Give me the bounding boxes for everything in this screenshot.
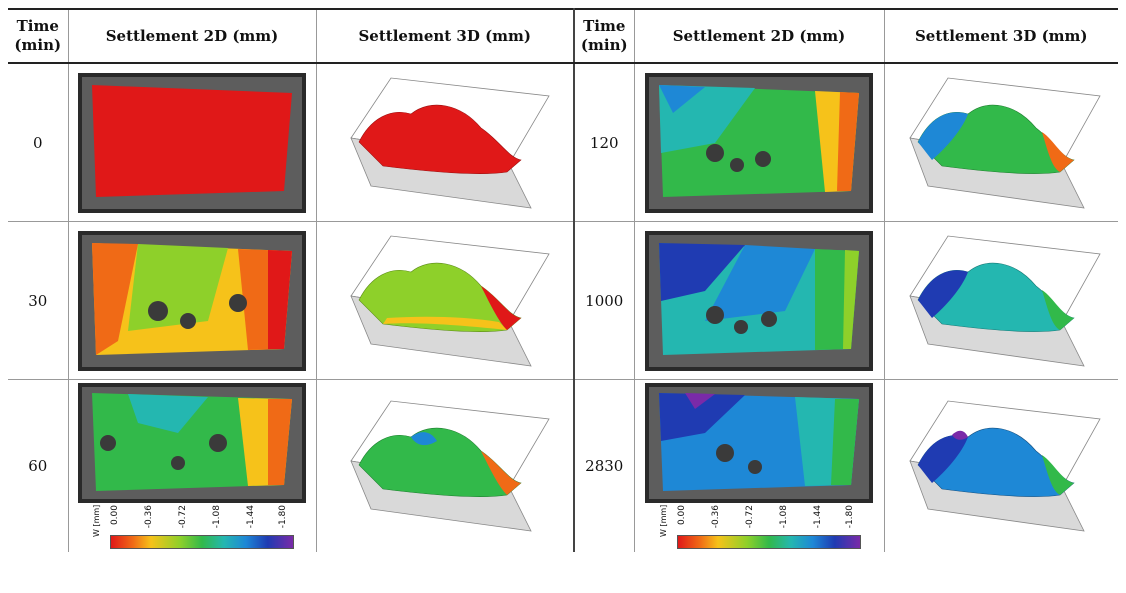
legend-color-bar (110, 535, 294, 549)
legend-tick: -1.08 (212, 505, 222, 529)
settlement-2d-image (633, 63, 885, 222)
legend-label: W [mm] (659, 505, 668, 538)
legend-tick: -0.36 (711, 505, 721, 529)
settlement-2d-map (78, 72, 306, 213)
table-row: 30 1000 (8, 221, 1118, 380)
settlement-3d-plot (350, 400, 550, 532)
header-settlement-3d-right: Settlement 3D (mm) (883, 8, 1118, 64)
table-header-row: Time (min) Settlement 2D (mm) Settlement… (8, 8, 1118, 64)
time-cell-left: 60 (8, 379, 69, 552)
settlement-2d-image (67, 63, 317, 222)
settlement-3d-plot (909, 235, 1101, 367)
legend-tick: -1.80 (278, 505, 288, 529)
legend-color-bar (677, 535, 861, 549)
header-time-right: Time (min) (573, 8, 635, 64)
header-settlement-2d-right: Settlement 2D (mm) (633, 8, 885, 64)
legend-tick: 0.00 (110, 505, 120, 526)
legend-tick: -1.80 (845, 505, 855, 529)
time-cell-left: 30 (8, 221, 69, 380)
legend-tick: -1.44 (246, 505, 256, 529)
legend-tick: -1.44 (813, 505, 823, 529)
legend-label: W [mm] (92, 505, 101, 538)
header-time-left: Time (min) (8, 8, 69, 64)
settlement-2d-map (78, 230, 306, 371)
header-settlement-3d-left: Settlement 3D (mm) (315, 8, 575, 64)
settlement-3d-image (315, 221, 575, 380)
settlement-2d-image (633, 221, 885, 380)
legend-tick: -0.72 (745, 505, 755, 529)
settlement-3d-image (315, 379, 575, 552)
time-cell-right: 120 (573, 63, 635, 222)
legend-tick: -0.72 (178, 505, 188, 529)
settlement-2d-map (645, 72, 873, 213)
time-cell-right: 1000 (573, 221, 635, 380)
table-row: 0 120 (8, 63, 1118, 222)
settlement-3d-image (883, 379, 1118, 552)
settlement-3d-image (883, 221, 1118, 380)
legend-tick: -1.08 (779, 505, 789, 529)
settlement-3d-image (883, 63, 1118, 222)
settlement-3d-plot (350, 77, 550, 208)
settlement-2d-map (645, 230, 873, 371)
settlement-results-table: Time (min) Settlement 2D (mm) Settlement… (8, 8, 1118, 552)
time-cell-right: 2830 (573, 379, 635, 552)
header-settlement-2d-left: Settlement 2D (mm) (67, 8, 317, 64)
settlement-3d-image (315, 63, 575, 222)
settlement-2d-image (67, 221, 317, 380)
time-cell-left: 0 (8, 63, 69, 222)
table-row: 60 W [mm] 0.00 -0.36 -0.72 -1.08 (8, 379, 1118, 552)
color-legend: W [mm] 0.00 -0.36 -0.72 -1.08 -1.44 -1.8… (92, 505, 294, 549)
settlement-3d-plot (909, 77, 1101, 209)
settlement-3d-plot (909, 400, 1101, 532)
settlement-3d-plot (350, 235, 550, 366)
legend-tick: -0.36 (144, 505, 154, 529)
legend-tick: 0.00 (677, 505, 687, 526)
color-legend: W [mm] 0.00 -0.36 -0.72 -1.08 -1.44 -1.8… (659, 505, 861, 549)
settlement-2d-map (645, 383, 873, 503)
settlement-2d-map (78, 383, 306, 503)
settlement-2d-image: W [mm] 0.00 -0.36 -0.72 -1.08 -1.44 -1.8… (633, 379, 885, 552)
settlement-2d-image: W [mm] 0.00 -0.36 -0.72 -1.08 -1.44 -1.8… (67, 379, 317, 552)
